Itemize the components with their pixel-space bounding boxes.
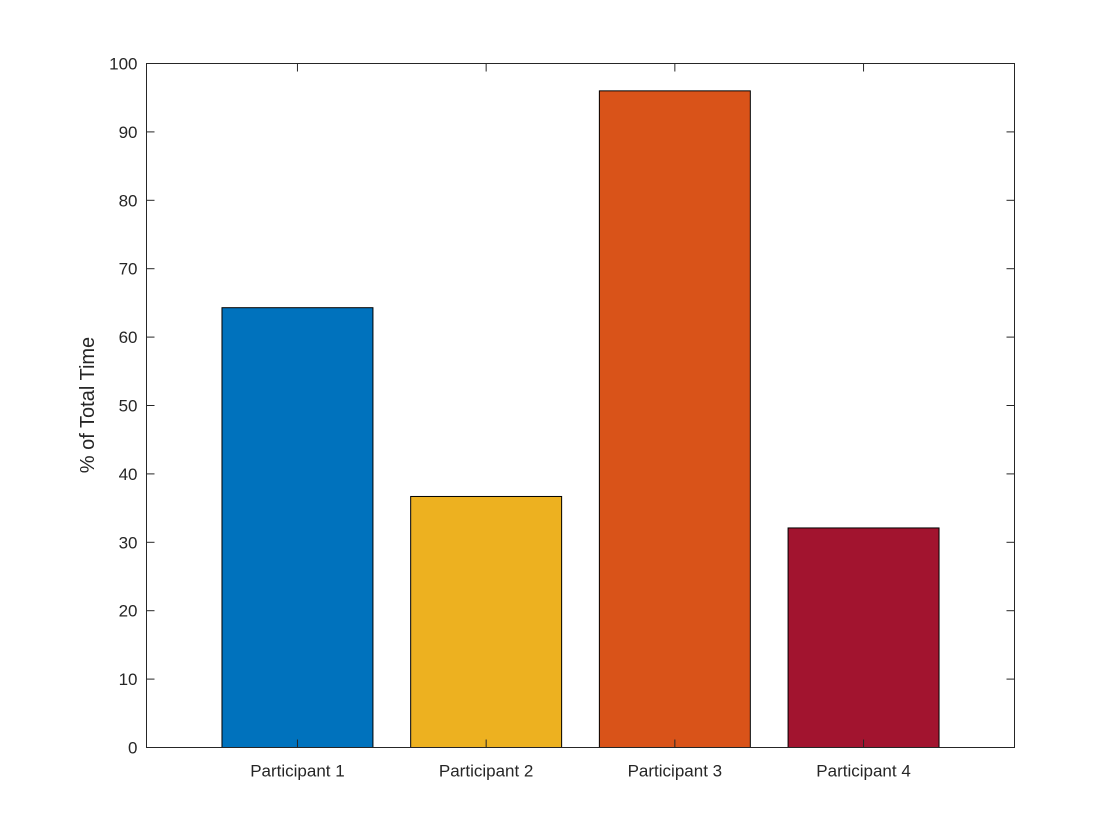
plot-area-frame <box>146 63 1015 748</box>
bar-4 <box>787 527 940 748</box>
x-tick-label-3: Participant 3 <box>628 762 723 781</box>
bars-group <box>221 90 940 749</box>
bar-2 <box>410 495 563 748</box>
bar-1 <box>221 307 374 748</box>
y-tick-label-0: 0 <box>128 739 137 758</box>
bar-3 <box>598 90 751 749</box>
tick-labels-group: Participant 1 Participant 2 Participant 3 P… <box>109 55 911 781</box>
y-tick-label-20: 20 <box>119 602 138 621</box>
y-tick-label-10: 10 <box>119 670 138 689</box>
x-tick-label-1: Participant 1 <box>250 762 345 781</box>
y-axis-label: % of Total Time <box>77 337 99 473</box>
y-tick-label-30: 30 <box>119 533 138 552</box>
y-tick-label-40: 40 <box>119 465 138 484</box>
y-tick-label-50: 50 <box>119 397 138 416</box>
x-tick-label-4: Participant 4 <box>816 762 911 781</box>
x-tick-label-2: Participant 2 <box>439 762 534 781</box>
y-tick-label-60: 60 <box>119 328 138 347</box>
y-tick-label-80: 80 <box>119 191 138 210</box>
y-tick-label-70: 70 <box>119 260 138 279</box>
y-tick-label-90: 90 <box>119 123 138 142</box>
y-tick-label-100: 100 <box>109 55 137 74</box>
